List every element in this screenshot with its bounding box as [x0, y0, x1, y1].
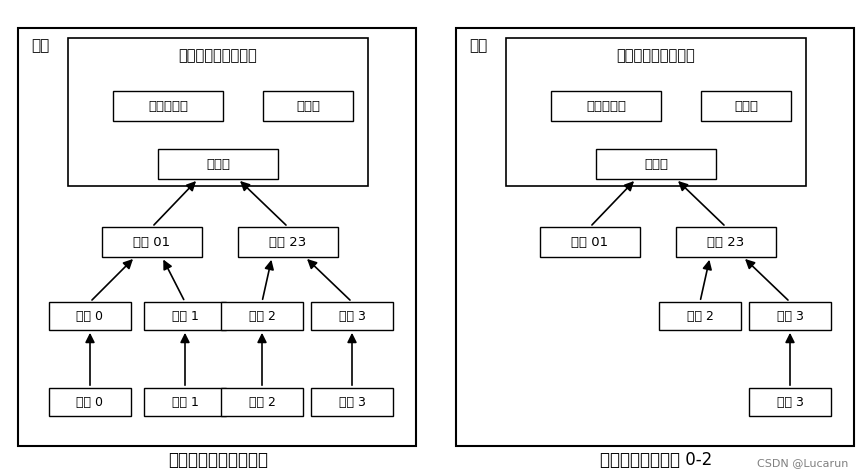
- FancyBboxPatch shape: [456, 28, 854, 446]
- Text: 交易 3: 交易 3: [339, 395, 366, 409]
- Text: 随机数: 随机数: [734, 100, 758, 112]
- Text: 上一个哈希: 上一个哈希: [148, 100, 188, 112]
- FancyBboxPatch shape: [659, 302, 741, 330]
- FancyBboxPatch shape: [144, 302, 226, 330]
- Text: 区块头（区块哈希）: 区块头（区块哈希）: [617, 48, 696, 64]
- Text: 哈希 0: 哈希 0: [77, 310, 103, 322]
- FancyBboxPatch shape: [102, 227, 202, 257]
- FancyBboxPatch shape: [311, 388, 393, 416]
- Text: 交易 2: 交易 2: [249, 395, 275, 409]
- FancyBboxPatch shape: [749, 302, 831, 330]
- FancyBboxPatch shape: [49, 302, 131, 330]
- FancyBboxPatch shape: [68, 38, 368, 186]
- Text: 哈希 2: 哈希 2: [686, 310, 714, 322]
- FancyBboxPatch shape: [144, 388, 226, 416]
- FancyBboxPatch shape: [551, 91, 661, 121]
- FancyBboxPatch shape: [749, 388, 831, 416]
- Text: 哈希 23: 哈希 23: [269, 236, 307, 248]
- FancyBboxPatch shape: [506, 38, 806, 186]
- Text: CSDN @Lucarun: CSDN @Lucarun: [757, 458, 848, 468]
- FancyBboxPatch shape: [221, 388, 303, 416]
- Text: 哈希 23: 哈希 23: [708, 236, 745, 248]
- Text: 上一个哈希: 上一个哈希: [586, 100, 626, 112]
- FancyBboxPatch shape: [18, 28, 416, 446]
- Text: 哈希 1: 哈希 1: [171, 310, 199, 322]
- Text: 根哈希: 根哈希: [206, 157, 230, 171]
- Text: 哈希 2: 哈希 2: [249, 310, 275, 322]
- FancyBboxPatch shape: [221, 302, 303, 330]
- Text: 区块: 区块: [31, 38, 49, 54]
- Text: 哈希 3: 哈希 3: [777, 310, 803, 322]
- Text: 区块头（区块哈希）: 区块头（区块哈希）: [179, 48, 257, 64]
- FancyBboxPatch shape: [263, 91, 353, 121]
- FancyBboxPatch shape: [676, 227, 776, 257]
- Text: 交易被哈希进默克尔树: 交易被哈希进默克尔树: [168, 451, 268, 469]
- FancyBboxPatch shape: [540, 227, 640, 257]
- Text: 哈希 01: 哈希 01: [133, 236, 170, 248]
- Text: 区块: 区块: [469, 38, 487, 54]
- FancyBboxPatch shape: [158, 149, 278, 179]
- Text: 交易 0: 交易 0: [77, 395, 103, 409]
- FancyBboxPatch shape: [113, 91, 223, 121]
- Text: 哈希 01: 哈希 01: [571, 236, 609, 248]
- Text: 随机数: 随机数: [296, 100, 320, 112]
- Text: 根哈希: 根哈希: [644, 157, 668, 171]
- FancyBboxPatch shape: [238, 227, 338, 257]
- Text: 从区块中剪除交易 0-2: 从区块中剪除交易 0-2: [600, 451, 712, 469]
- FancyBboxPatch shape: [49, 388, 131, 416]
- Text: 哈希 3: 哈希 3: [339, 310, 366, 322]
- FancyBboxPatch shape: [701, 91, 791, 121]
- FancyBboxPatch shape: [311, 302, 393, 330]
- Text: 交易 1: 交易 1: [171, 395, 199, 409]
- FancyBboxPatch shape: [596, 149, 716, 179]
- Text: 交易 3: 交易 3: [777, 395, 803, 409]
